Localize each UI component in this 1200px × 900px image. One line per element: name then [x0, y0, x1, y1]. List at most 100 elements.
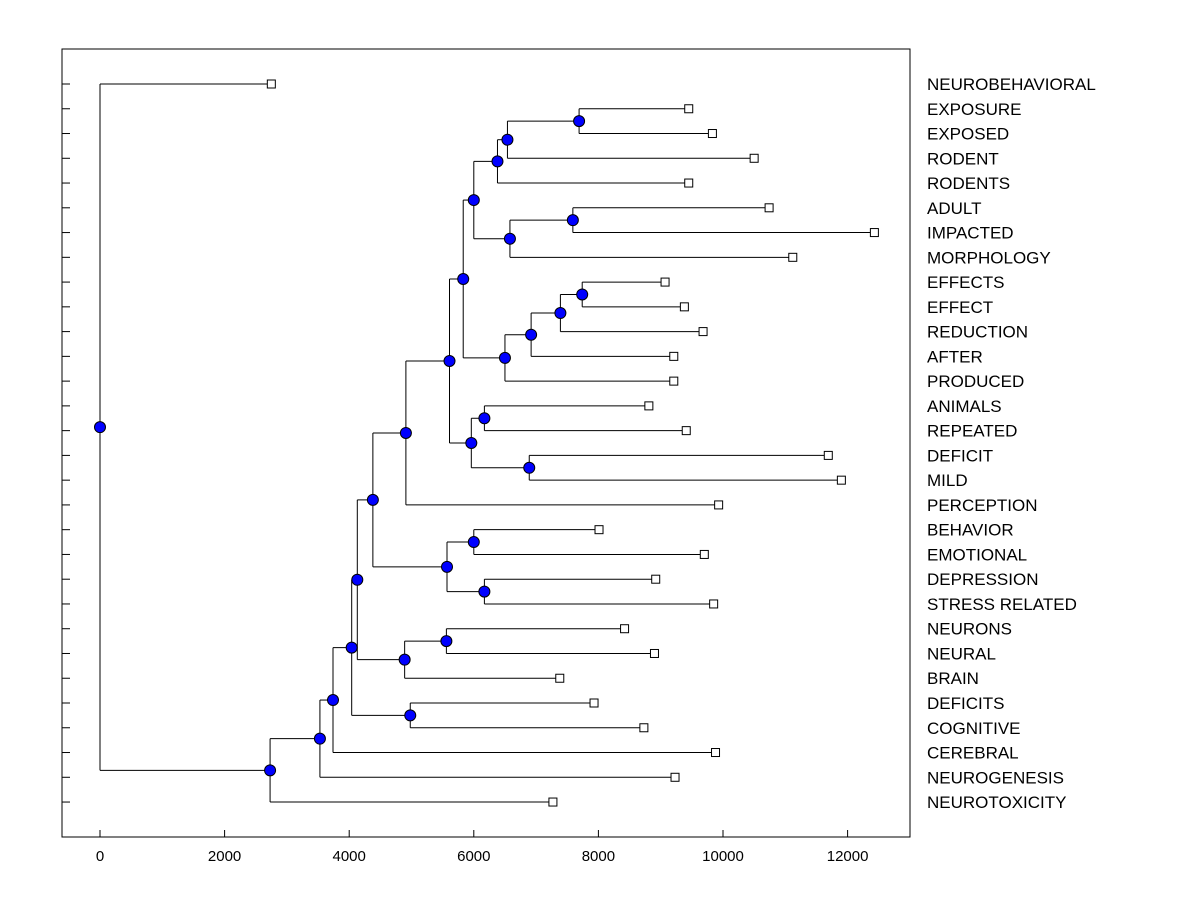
merge-node — [503, 232, 516, 245]
x-tick-label: 2000 — [208, 848, 241, 865]
leaf-label: EFFECTS — [927, 273, 1004, 292]
leaf-label: NEURAL — [927, 644, 996, 663]
leaf-label: MILD — [927, 471, 968, 490]
leaf-marker — [714, 500, 724, 510]
leaf-marker — [644, 401, 654, 411]
leaf-label: REPEATED — [927, 422, 1017, 441]
merge-node — [566, 214, 579, 227]
leaf-marker — [836, 475, 846, 485]
leaf-label: NEURONS — [927, 620, 1012, 639]
merge-node — [573, 115, 586, 128]
x-tick-label: 0 — [96, 848, 104, 865]
leaf-label: DEPRESSION — [927, 570, 1038, 589]
leaf-label: NEUROTOXICITY — [927, 793, 1066, 812]
merge-node — [478, 412, 491, 425]
leaf-markers — [266, 79, 879, 807]
leaf-label: ADULT — [927, 199, 981, 218]
merge-node — [366, 493, 379, 506]
merge-node — [576, 288, 589, 301]
leaf-label: AFTER — [927, 347, 983, 366]
merge-node — [404, 709, 417, 722]
merge-node — [478, 585, 491, 598]
merge-node — [523, 461, 536, 474]
x-tick-label: 8000 — [582, 848, 615, 865]
leaf-label: ANIMALS — [927, 397, 1002, 416]
leaf-label: BRAIN — [927, 669, 979, 688]
y-axis-ticks — [62, 83, 70, 803]
leaf-marker — [684, 178, 694, 188]
merge-node — [398, 653, 411, 666]
leaf-marker — [684, 104, 694, 114]
merge-node — [525, 328, 538, 341]
leaf-label: COGNITIVE — [927, 719, 1021, 738]
leaf-label: RODENTS — [927, 174, 1010, 193]
x-axis: 0 2000 4000 6000 8000 10000 12000 — [96, 830, 869, 865]
x-tick-label: 10000 — [702, 848, 744, 865]
leaf-marker — [651, 574, 661, 584]
merge-node — [440, 635, 453, 648]
merge-node — [313, 732, 326, 745]
leaf-marker — [555, 673, 565, 683]
x-tick-label: 6000 — [457, 848, 490, 865]
merge-node — [351, 573, 364, 586]
merge-node — [264, 764, 277, 777]
leaf-label: NEUROBEHAVIORAL — [927, 75, 1096, 94]
leaf-marker — [679, 302, 689, 312]
leaf-label: IMPACTED — [927, 224, 1014, 243]
leaf-label: MORPHOLOGY — [927, 248, 1051, 267]
leaf-marker — [649, 648, 659, 658]
merge-node — [491, 155, 504, 168]
leaf-marker — [698, 327, 708, 337]
leaf-label: NEUROGENESIS — [927, 768, 1064, 787]
leaf-marker — [788, 252, 798, 262]
merge-node — [554, 307, 567, 320]
leaf-marker — [711, 748, 721, 758]
leaf-label: REDUCTION — [927, 323, 1028, 342]
leaf-labels: NEUROBEHAVIORAL EXPOSURE EXPOSED RODENT RODE… — [927, 75, 1096, 812]
leaf-label: EXPOSED — [927, 125, 1009, 144]
leaf-label: STRESS RELATED — [927, 595, 1077, 614]
leaf-marker — [869, 228, 879, 238]
merge-node — [467, 536, 480, 549]
leaf-marker — [266, 79, 276, 89]
leaf-marker — [589, 698, 599, 708]
merge-node — [441, 560, 454, 573]
leaf-label: CEREBRAL — [927, 744, 1019, 763]
merge-node — [327, 694, 340, 707]
leaf-marker — [681, 426, 691, 436]
leaf-label: RODENT — [927, 149, 999, 168]
merge-node-markers — [94, 115, 589, 777]
leaf-label: BEHAVIOR — [927, 521, 1014, 540]
merge-node — [501, 133, 514, 146]
merge-node — [443, 355, 456, 368]
merge-node — [465, 437, 478, 450]
leaf-marker — [670, 772, 680, 782]
leaf-marker — [823, 450, 833, 460]
leaf-label: DEFICITS — [927, 694, 1004, 713]
plot-frame — [61, 48, 911, 838]
merge-node — [498, 351, 511, 364]
leaf-label: EMOTIONAL — [927, 545, 1027, 564]
leaf-marker — [707, 129, 717, 139]
merge-node — [94, 421, 106, 434]
leaf-label: EXPOSURE — [927, 100, 1021, 119]
merge-node — [345, 641, 358, 654]
leaf-marker — [660, 277, 670, 287]
leaf-marker — [669, 351, 679, 361]
leaf-label: PERCEPTION — [927, 496, 1038, 515]
leaf-label: EFFECT — [927, 298, 993, 317]
x-tick-label: 4000 — [333, 848, 366, 865]
leaf-marker — [709, 599, 719, 609]
merge-node — [399, 426, 412, 439]
leaf-label: PRODUCED — [927, 372, 1024, 391]
leaf-marker — [594, 525, 604, 535]
leaf-marker — [764, 203, 774, 213]
leaf-marker — [548, 797, 558, 807]
x-tick-label: 12000 — [827, 848, 869, 865]
merge-node — [457, 272, 470, 285]
leaf-label: DEFICIT — [927, 446, 993, 465]
leaf-marker — [699, 549, 709, 559]
leaf-marker — [620, 624, 630, 634]
merge-node — [467, 194, 480, 207]
